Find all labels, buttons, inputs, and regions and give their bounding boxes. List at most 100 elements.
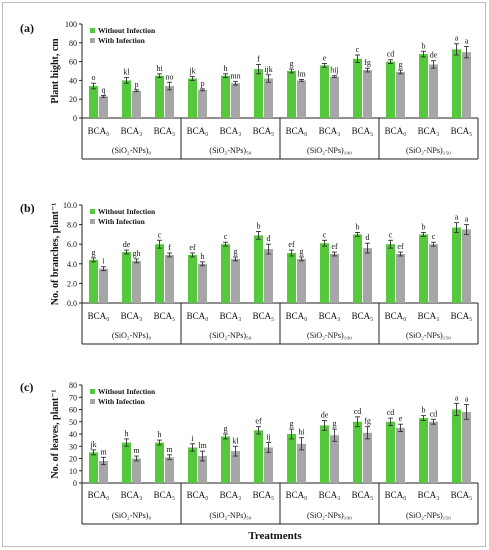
bar [396,71,405,118]
significance-letter: de [123,240,131,249]
bar [386,421,395,483]
bar [165,254,174,303]
bar [429,244,438,303]
legend-swatch-without-infection [90,209,95,214]
bar [287,253,296,303]
bar [419,234,428,303]
category-label: BCA₃ [121,311,143,321]
significance-letter: b [422,41,426,50]
significance-letter: h [125,429,129,438]
significance-letter: m [100,447,107,456]
significance-letter: fg [364,58,371,67]
group-label: (SiO₂-NPs)₁₀₀ [307,331,352,340]
bar [264,249,273,303]
bar [363,248,372,303]
significance-letter: hi [298,428,305,437]
category-label: BCA₃ [121,490,143,500]
bar [330,435,339,483]
category-label: BCA₃ [220,126,242,136]
bar [353,58,362,118]
bar [221,75,230,118]
significance-letter: g [399,60,403,69]
bar [353,421,362,483]
significance-letter: c [224,232,228,241]
group-label: (SiO₂-NPs)₀ [112,331,152,340]
significance-letter: cd [354,407,362,416]
bar [330,76,339,118]
significance-letter: e [399,414,403,423]
significance-letter: g [300,247,304,256]
significance-letter: c [323,230,327,239]
bar [221,244,230,303]
category-label: BCA₅ [253,490,275,500]
significance-letter: g [234,247,238,256]
bar [132,458,141,483]
legend-swatch-without-infection [90,28,95,33]
significance-letter: c [158,230,162,239]
bar [89,452,98,483]
legend-label-with-infection: With Infection [98,36,146,45]
bar [396,254,405,303]
bar [132,260,141,303]
category-label: BCA₀ [286,490,308,500]
bar [264,447,273,483]
bar [386,244,395,303]
bar [462,411,471,483]
bar [165,86,174,118]
category-label: BCA₀ [385,311,407,321]
category-label: BCA₀ [286,126,308,136]
y-tick-label: 2.0 [67,279,77,288]
bar [452,49,461,118]
significance-letter: m [133,446,140,455]
category-label: BCA₀ [187,126,209,136]
y-tick-label: 30 [69,442,77,451]
group-label: (SiO₂-NPs)₀ [112,146,152,155]
bar [99,268,108,303]
significance-letter: b [257,221,261,230]
significance-letter: de [430,51,438,60]
bar [231,83,240,118]
significance-letter: g [290,59,294,68]
bar [122,252,131,303]
bar [320,243,329,303]
significance-letter: g [224,424,228,433]
category-label: BCA₅ [154,126,176,136]
category-label: BCA₅ [352,490,374,500]
category-label: BCA₀ [88,490,110,500]
y-tick-label: 8.0 [67,221,77,230]
y-tick-label: 10 [69,467,77,476]
significance-letter: o [92,73,96,82]
category-label: BCA₀ [187,490,209,500]
significance-letter: gh [133,249,141,258]
y-tick-label: 0 [73,479,77,488]
bar [155,442,164,483]
bar [320,65,329,118]
bar [254,430,263,483]
bar [99,460,108,483]
bar [89,86,98,118]
category-label: BCA₃ [220,311,242,321]
category-label: BCA₃ [220,490,242,500]
bar [297,443,306,483]
significance-letter: kl [232,436,239,445]
y-tick-label: 10.0 [63,201,77,210]
bar [122,442,131,483]
significance-letter: hi [156,64,163,73]
significance-letter: mn [230,71,240,80]
category-label: BCA₀ [385,490,407,500]
y-tick-label: 50 [69,418,77,427]
category-label: BCA₅ [253,126,275,136]
significance-letter: a [455,393,459,402]
y-tick-label: 40 [69,430,77,439]
bar [363,432,372,483]
significance-letter: p [135,80,139,89]
legend-label-without-infection: Without Infection [98,26,156,35]
significance-letter: de [321,411,329,420]
significance-letter: m [166,445,173,454]
significance-letter: c [356,45,360,54]
significance-letter: ij [266,433,270,442]
group-label: (SiO₂-NPs)₅₀ [209,146,251,155]
significance-letter: ef [331,242,338,251]
legend-swatch-with-infection [90,219,95,224]
